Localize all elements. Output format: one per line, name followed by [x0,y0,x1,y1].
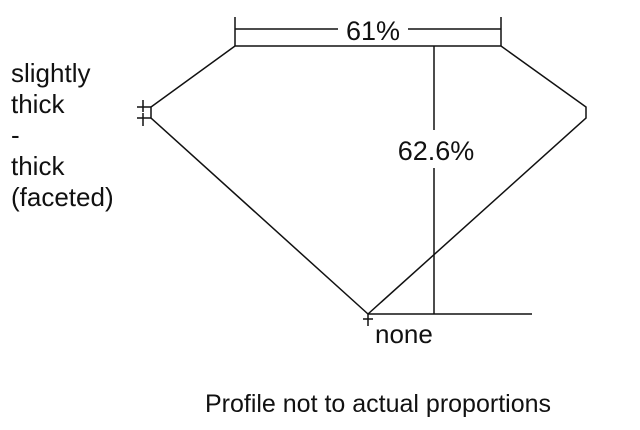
girdle-label-line: thick [11,151,65,181]
girdle-label-line: (faceted) [11,182,114,212]
caption: Profile not to actual proportions [204,390,552,418]
girdle-label-line: - [11,120,20,150]
depth-label: 62.6% [398,136,475,166]
girdle-label-line: slightly [11,58,91,88]
gem-outline [150,45,587,315]
girdle-label: slightly thick - thick (faceted) [11,58,114,213]
girdle-label-line: thick [11,89,65,119]
table-label: 61% [346,16,400,46]
culet-label: none [375,319,433,349]
